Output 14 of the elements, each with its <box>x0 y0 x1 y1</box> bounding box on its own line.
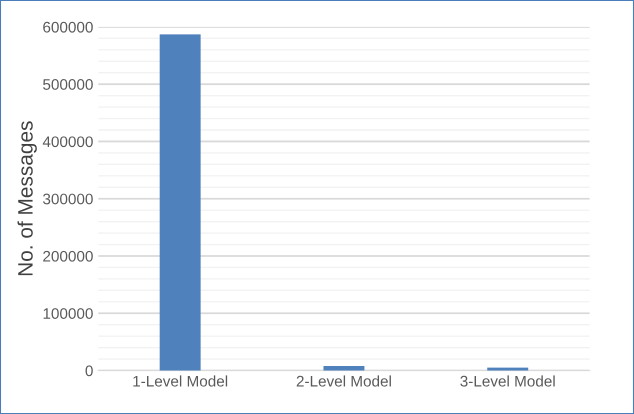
y-tick-label: 0 <box>86 365 93 376</box>
x-tick-label: 2-Level Model <box>296 375 391 387</box>
bar <box>487 368 528 371</box>
y-tick-label: 500000 <box>43 79 93 90</box>
y-tick-label: 400000 <box>42 136 93 148</box>
y-tick-label: 200000 <box>43 250 93 262</box>
x-tick-label: 1-Level Model <box>133 375 228 387</box>
bar <box>160 34 201 371</box>
x-tick-label: 3-Level Model <box>460 375 555 387</box>
y-tick-label: 600000 <box>43 22 93 33</box>
y-tick-label: 300000 <box>43 194 93 204</box>
bar <box>323 366 364 371</box>
y-axis-title: No. of Messages <box>17 121 37 276</box>
y-tick-label: 100000 <box>44 308 93 319</box>
